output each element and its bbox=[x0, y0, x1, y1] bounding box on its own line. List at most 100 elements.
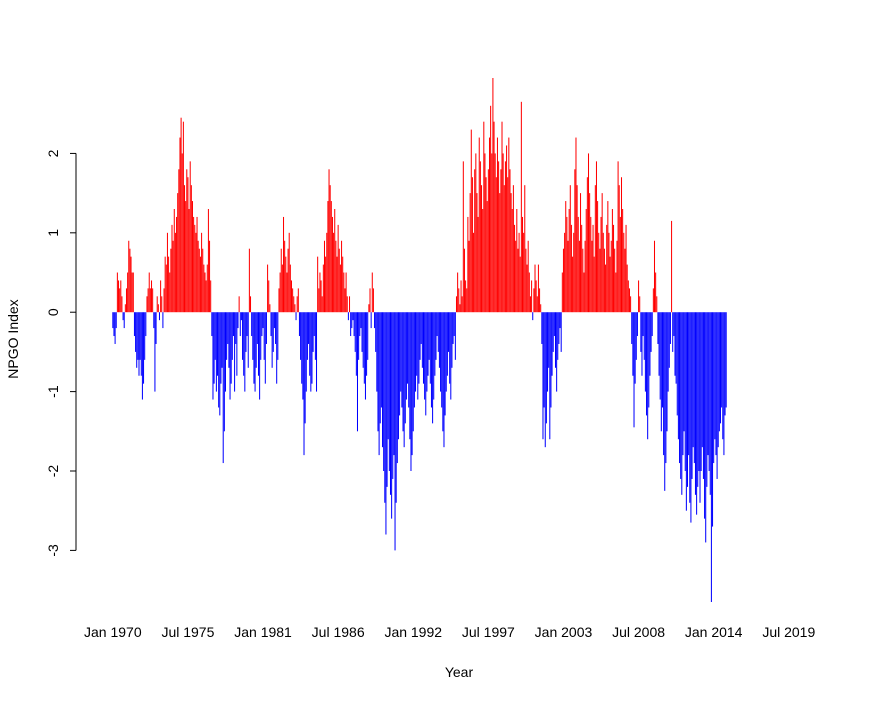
bar bbox=[676, 312, 678, 416]
bar bbox=[628, 288, 630, 313]
bar bbox=[346, 296, 348, 313]
bar bbox=[172, 240, 174, 313]
bar bbox=[195, 232, 197, 313]
bar bbox=[264, 312, 266, 384]
bar bbox=[213, 312, 215, 384]
bar bbox=[569, 185, 571, 313]
bar bbox=[207, 209, 209, 313]
bar bbox=[488, 137, 491, 313]
bar bbox=[630, 296, 632, 313]
bar bbox=[322, 264, 324, 313]
bar bbox=[454, 312, 456, 360]
bar bbox=[471, 177, 473, 313]
bar bbox=[684, 312, 686, 471]
bar bbox=[137, 312, 139, 360]
bar bbox=[298, 312, 300, 337]
bar bbox=[387, 312, 389, 440]
bar bbox=[506, 145, 508, 313]
bar bbox=[622, 209, 624, 313]
bar bbox=[481, 185, 483, 313]
bar bbox=[124, 304, 126, 313]
bar bbox=[585, 209, 587, 313]
bar bbox=[557, 312, 559, 360]
bar bbox=[272, 312, 274, 352]
bar bbox=[378, 312, 380, 456]
x-tick-label: Jan 2014 bbox=[685, 624, 743, 640]
bar bbox=[653, 240, 656, 313]
bar bbox=[184, 185, 186, 313]
bar bbox=[422, 312, 424, 384]
x-tick-label: Jan 1992 bbox=[384, 624, 442, 640]
bar bbox=[238, 296, 240, 313]
bar bbox=[355, 312, 357, 376]
bar bbox=[595, 161, 597, 313]
bar bbox=[568, 209, 570, 313]
bar bbox=[559, 312, 561, 329]
bar bbox=[127, 272, 129, 313]
bar bbox=[657, 312, 659, 344]
bar bbox=[528, 272, 530, 313]
x-tick-label: Jul 2008 bbox=[612, 624, 665, 640]
bar bbox=[416, 312, 418, 376]
bar bbox=[164, 256, 166, 313]
bar bbox=[482, 209, 484, 313]
bar bbox=[214, 312, 216, 360]
bar bbox=[121, 296, 123, 313]
bar bbox=[234, 312, 236, 392]
bar bbox=[699, 312, 701, 503]
bar bbox=[317, 256, 319, 313]
bar bbox=[561, 272, 563, 313]
bar bbox=[540, 304, 542, 313]
bar bbox=[487, 169, 489, 313]
bar bbox=[360, 312, 362, 329]
bar bbox=[672, 312, 674, 352]
bar bbox=[486, 201, 488, 313]
bar bbox=[336, 256, 338, 313]
bar bbox=[243, 312, 245, 376]
bar bbox=[140, 312, 142, 376]
bar bbox=[330, 201, 332, 313]
bar bbox=[279, 272, 281, 313]
bar bbox=[681, 312, 683, 495]
bar bbox=[430, 312, 432, 408]
bar bbox=[442, 312, 444, 432]
bar bbox=[384, 312, 386, 503]
bar bbox=[580, 193, 582, 313]
bar bbox=[641, 312, 643, 376]
bar bbox=[256, 312, 258, 344]
bar bbox=[565, 201, 567, 313]
bar bbox=[560, 312, 562, 352]
bar bbox=[425, 312, 427, 416]
bar bbox=[440, 312, 442, 392]
bar bbox=[429, 312, 431, 384]
bar bbox=[634, 312, 636, 384]
bar bbox=[338, 248, 340, 313]
bar bbox=[701, 312, 703, 448]
bar bbox=[319, 272, 321, 313]
bar bbox=[370, 312, 372, 329]
bar bbox=[138, 312, 140, 376]
bar bbox=[478, 137, 480, 313]
bar bbox=[671, 220, 673, 313]
bar bbox=[463, 248, 465, 313]
bar bbox=[362, 312, 364, 368]
bar bbox=[178, 169, 180, 313]
bar bbox=[436, 312, 438, 337]
bar bbox=[393, 312, 395, 456]
bar bbox=[318, 288, 320, 313]
bar bbox=[201, 232, 203, 313]
bar bbox=[680, 312, 682, 479]
bar bbox=[591, 240, 593, 313]
bar bbox=[578, 240, 580, 313]
bar bbox=[179, 137, 181, 313]
bar bbox=[575, 137, 577, 313]
bar bbox=[392, 312, 394, 479]
bar bbox=[144, 312, 146, 360]
bar bbox=[122, 312, 124, 321]
bar bbox=[554, 312, 557, 368]
bar bbox=[325, 256, 327, 313]
bar bbox=[411, 312, 413, 456]
bar bbox=[400, 312, 402, 392]
bar bbox=[495, 177, 497, 313]
bar bbox=[155, 312, 157, 344]
